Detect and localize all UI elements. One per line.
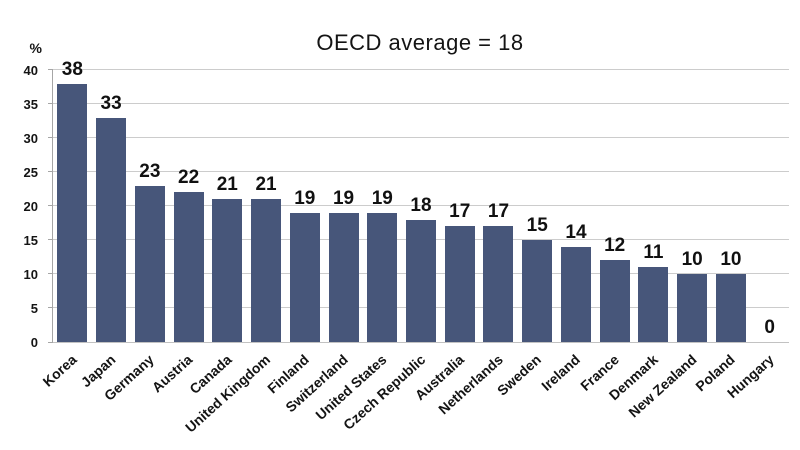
bar-value-label: 23 bbox=[139, 160, 161, 182]
bar bbox=[715, 274, 746, 342]
gridline bbox=[53, 69, 789, 70]
gridline bbox=[53, 103, 789, 104]
gridline bbox=[53, 171, 789, 172]
bar bbox=[212, 199, 243, 342]
y-axis-tick-label: 40 bbox=[23, 63, 38, 78]
y-axis-tickmark bbox=[48, 171, 53, 172]
y-axis-tick-label: 20 bbox=[23, 199, 38, 214]
y-axis-tickmark bbox=[48, 273, 53, 274]
bar bbox=[677, 274, 708, 342]
y-axis-tick-label: 5 bbox=[30, 301, 38, 316]
y-axis-tick-labels: 0 5 10 15 20 25 30 35 40 bbox=[0, 64, 42, 349]
y-axis-unit-label: % bbox=[29, 40, 42, 56]
bar-value-label: 38 bbox=[61, 58, 83, 80]
bar-value-label: 12 bbox=[604, 235, 626, 257]
bar-value-label: 10 bbox=[681, 249, 703, 270]
bar bbox=[367, 212, 398, 342]
bar bbox=[57, 83, 88, 342]
bar bbox=[638, 267, 669, 342]
bar-value-label: 18 bbox=[410, 194, 432, 216]
x-axis-category-label: Korea bbox=[39, 351, 80, 390]
x-axis-category-label: Ireland bbox=[538, 351, 583, 394]
bar bbox=[406, 219, 436, 342]
bar-value-label: 19 bbox=[332, 187, 355, 209]
bar bbox=[96, 117, 127, 342]
bar bbox=[134, 185, 165, 342]
gridline bbox=[53, 205, 789, 206]
bar bbox=[444, 226, 475, 342]
y-axis-tick-label: 25 bbox=[23, 165, 38, 180]
bar-value-label: 14 bbox=[565, 221, 587, 243]
y-axis-tickmark bbox=[48, 137, 53, 138]
bar bbox=[599, 260, 630, 342]
bar-value-label: 21 bbox=[255, 174, 277, 196]
bar-value-label: 10 bbox=[720, 249, 742, 270]
bar bbox=[522, 240, 553, 342]
bar bbox=[328, 212, 359, 342]
y-axis-tick-label: 0 bbox=[30, 335, 38, 350]
plot-area: 38 33 23 22 21 21 19 19 19 18 17 17 15 14 12 11 10 10 0 bbox=[48, 60, 789, 343]
bar-value-label: 19 bbox=[371, 187, 393, 209]
y-axis-tickmark bbox=[48, 307, 53, 308]
y-axis-tickmark bbox=[48, 342, 53, 343]
bar bbox=[483, 226, 514, 342]
y-axis-tick-label: 35 bbox=[23, 97, 38, 112]
bar bbox=[173, 192, 204, 342]
bar-value-label: 33 bbox=[100, 92, 122, 114]
bar bbox=[251, 199, 282, 342]
bar-value-label: 21 bbox=[216, 174, 238, 196]
x-axis-category-labels: Korea Japan Germany Austria Canada United Kin… bbox=[39, 344, 788, 450]
bar-value-label: 22 bbox=[178, 167, 200, 189]
bar bbox=[289, 212, 320, 342]
y-axis-tickmark bbox=[48, 69, 53, 70]
y-axis-tickmark bbox=[48, 239, 53, 240]
y-axis-tickmark bbox=[48, 103, 53, 104]
chart-title: OECD average = 18 bbox=[316, 30, 524, 55]
y-axis-tick-label: 10 bbox=[23, 267, 38, 282]
bar bbox=[560, 246, 591, 342]
bar-value-label: 11 bbox=[643, 242, 664, 264]
bar-value-label: 19 bbox=[294, 187, 316, 209]
bar-value-label: 17 bbox=[449, 201, 471, 223]
gridline bbox=[53, 137, 789, 138]
bar-value-label: 0 bbox=[764, 317, 775, 338]
x-axis-category-label: Austria bbox=[149, 351, 196, 396]
y-axis-tick-label: 30 bbox=[23, 131, 38, 146]
y-axis-tick-label: 15 bbox=[23, 233, 38, 248]
bar-value-label: 17 bbox=[487, 201, 510, 223]
bar-value-label: 15 bbox=[526, 215, 548, 236]
y-axis-tickmark bbox=[48, 205, 53, 206]
